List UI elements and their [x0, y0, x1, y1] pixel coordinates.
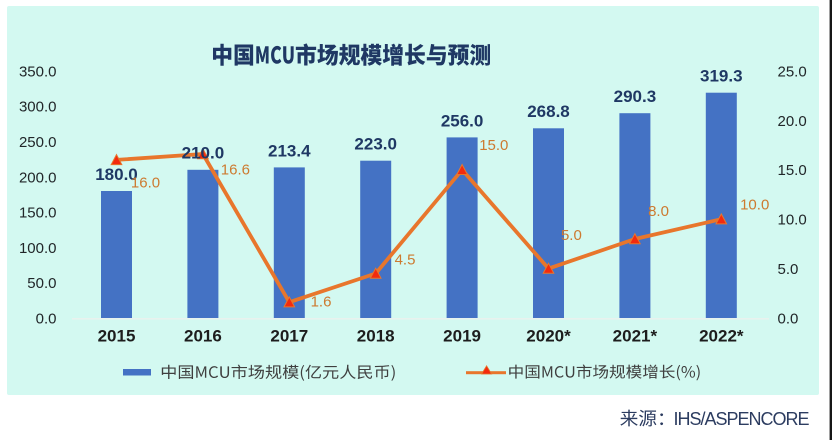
svg-text:IHS/ASPENCORE: IHS/ASPENCORE [674, 409, 810, 429]
svg-text:2017: 2017 [270, 326, 308, 345]
svg-text:319.3: 319.3 [700, 67, 743, 86]
svg-text:223.0: 223.0 [354, 135, 397, 154]
svg-text:4.5: 4.5 [395, 251, 416, 268]
svg-text:268.8: 268.8 [527, 102, 570, 121]
svg-text:2019: 2019 [443, 326, 481, 345]
svg-text:16.0: 16.0 [131, 174, 160, 191]
svg-text:25.0: 25.0 [778, 63, 807, 80]
svg-text:2018: 2018 [357, 326, 395, 345]
svg-text:5.0: 5.0 [778, 261, 799, 278]
svg-text:2021*: 2021* [613, 326, 658, 345]
svg-text:210.0: 210.0 [182, 144, 225, 163]
svg-text:300.0: 300.0 [19, 99, 57, 116]
svg-text:350.0: 350.0 [19, 63, 57, 80]
svg-text:16.6: 16.6 [221, 161, 250, 178]
svg-text:2015: 2015 [98, 326, 136, 345]
svg-text:213.4: 213.4 [268, 141, 311, 160]
svg-text:290.3: 290.3 [614, 87, 657, 106]
svg-text:200.0: 200.0 [19, 169, 57, 186]
svg-text:180.0: 180.0 [95, 165, 138, 184]
svg-text:15.0: 15.0 [778, 162, 807, 179]
svg-text:15.0: 15.0 [479, 137, 508, 154]
svg-text:50.0: 50.0 [27, 275, 56, 292]
svg-text:256.0: 256.0 [441, 111, 484, 130]
svg-text:150.0: 150.0 [19, 205, 57, 222]
svg-text:0.0: 0.0 [778, 310, 799, 327]
svg-text:10.0: 10.0 [778, 212, 807, 229]
svg-text:2016: 2016 [184, 326, 222, 345]
svg-text:2020*: 2020* [526, 326, 571, 345]
svg-text:100.0: 100.0 [19, 240, 57, 257]
svg-text:5.0: 5.0 [561, 227, 582, 244]
svg-text:1.6: 1.6 [311, 293, 332, 310]
svg-text:2022*: 2022* [699, 326, 744, 345]
svg-text:8.0: 8.0 [648, 203, 669, 220]
svg-text:250.0: 250.0 [19, 134, 57, 151]
svg-text:20.0: 20.0 [778, 113, 807, 130]
svg-text:0.0: 0.0 [36, 310, 57, 327]
svg-text:10.0: 10.0 [740, 197, 769, 214]
